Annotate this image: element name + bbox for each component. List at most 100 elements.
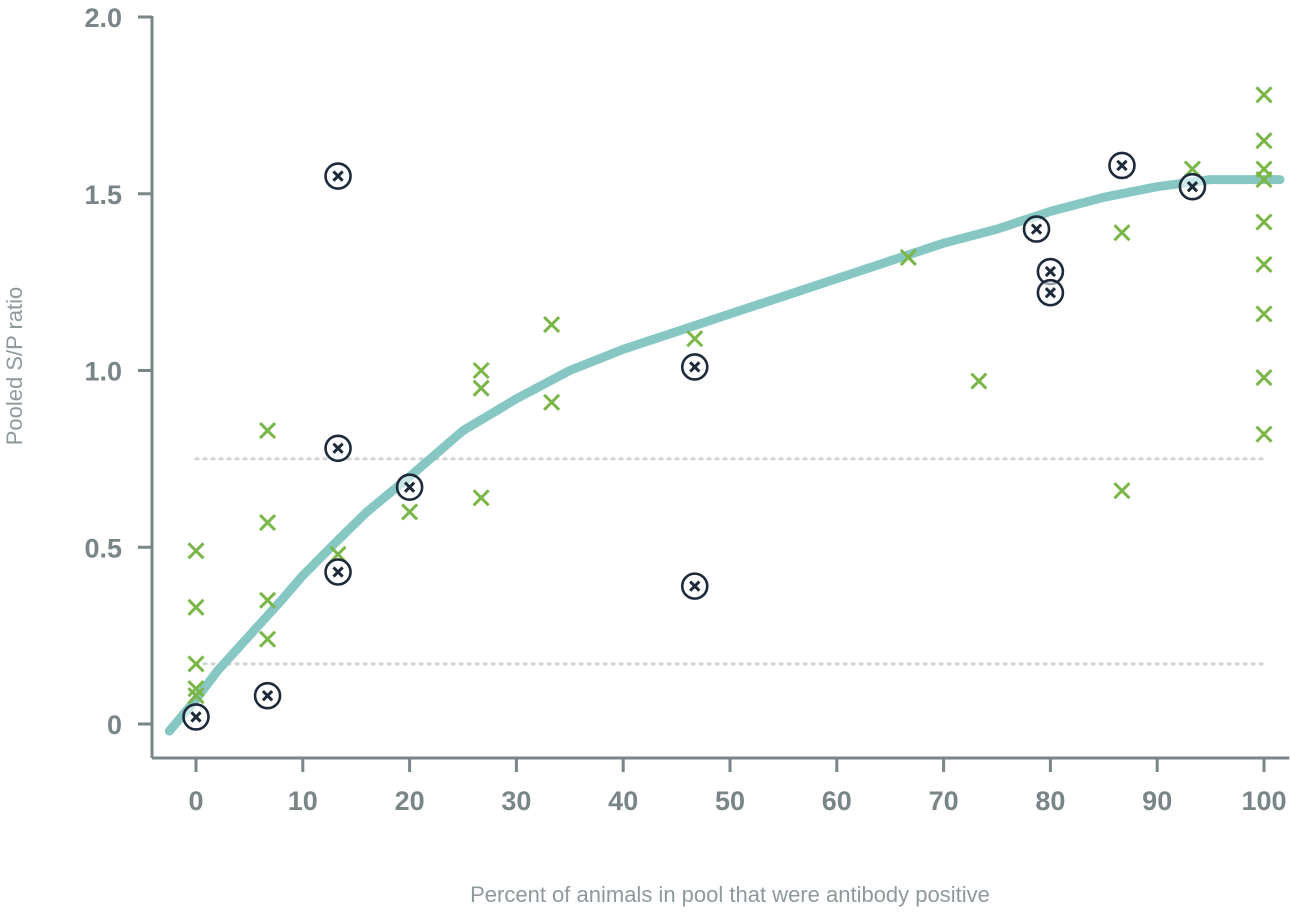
circled-point (680, 353, 709, 381)
cross-stroke (187, 542, 205, 560)
cross-point (187, 542, 205, 560)
x-tick-label: 50 (715, 786, 745, 816)
circled-point (1108, 151, 1136, 180)
cross-point (1255, 132, 1273, 150)
cross-point (1255, 425, 1273, 443)
x-tick-label: 90 (1142, 786, 1172, 816)
cross-point (472, 361, 490, 380)
cross-stroke (401, 503, 419, 521)
cross-stroke (1116, 159, 1128, 172)
x-tick-label: 20 (395, 786, 425, 816)
x-axis-title: Percent of animals in pool that were ant… (470, 882, 990, 907)
cross-point (1255, 255, 1273, 274)
fitted-curve-layer (164, 175, 1285, 736)
cross-stroke (472, 379, 490, 397)
cross-stroke (1255, 255, 1273, 274)
x-tick-label: 70 (929, 786, 959, 816)
y-ticks: 0 0.5 1.0 1.5 2.0 (84, 3, 152, 740)
cross-point (1255, 171, 1273, 189)
cross-point (472, 379, 490, 397)
cross-stroke (187, 598, 205, 616)
cross-stroke (258, 513, 277, 532)
cross-point (1255, 369, 1273, 387)
cross-point (543, 315, 561, 334)
cross-stroke (472, 489, 490, 507)
circled-point (182, 703, 210, 731)
y-tick-label: 1.5 (84, 180, 122, 210)
cross-stroke (332, 566, 344, 578)
cross-point (1113, 224, 1131, 242)
cross-stroke (1255, 132, 1273, 150)
circled-point (1036, 278, 1065, 307)
reference-lines (194, 457, 1266, 666)
x-tick-label: 80 (1035, 786, 1065, 816)
cross-stroke (1044, 287, 1057, 299)
y-axis-title: Pooled S/P ratio (2, 287, 27, 446)
axes (150, 16, 1290, 760)
cross-stroke (1044, 265, 1057, 278)
fitted-curve (164, 175, 1285, 736)
cross-point (258, 591, 277, 609)
cross-stroke (899, 248, 917, 266)
cross-stroke (403, 481, 416, 493)
cross-stroke (190, 711, 202, 723)
cross-point (258, 422, 277, 440)
cross-stroke (258, 630, 277, 648)
cross-stroke (187, 680, 205, 698)
x-tick-label: 0 (188, 786, 203, 816)
circled-point (324, 434, 352, 463)
cross-stroke (689, 580, 701, 592)
cross-stroke (1030, 223, 1043, 235)
cross-point (1113, 482, 1131, 500)
cross-stroke (543, 393, 561, 411)
x-tick-label: 30 (501, 786, 531, 816)
cross-stroke (1255, 86, 1273, 104)
cross-stroke (1255, 171, 1273, 189)
cross-point (899, 248, 917, 266)
cross-point (187, 687, 205, 705)
cross-markers (187, 86, 1273, 705)
circled-point (324, 558, 352, 586)
cross-point (543, 393, 561, 411)
cross-point (472, 489, 490, 507)
circled-point (324, 162, 352, 190)
cross-point (187, 680, 205, 698)
cross-stroke (1255, 369, 1273, 387)
cross-stroke (258, 591, 277, 609)
circled-point (1178, 172, 1207, 201)
y-tick-label: 2.0 (84, 3, 122, 33)
cross-point (686, 330, 704, 348)
circled-point (253, 681, 282, 710)
cross-stroke (1255, 213, 1273, 231)
y-tick-label: 0.5 (84, 533, 122, 563)
cross-stroke (970, 372, 988, 390)
cross-point (1255, 213, 1273, 231)
x-tick-label: 10 (288, 786, 318, 816)
circled-point (680, 572, 709, 600)
cross-stroke (187, 687, 205, 705)
circled-point (395, 473, 424, 501)
y-tick-label: 1.0 (84, 357, 122, 387)
circled-markers (182, 151, 1207, 731)
cross-point (187, 598, 205, 616)
circled-point (1036, 257, 1065, 286)
cross-point (970, 372, 988, 390)
cross-stroke (258, 422, 277, 440)
cross-point (1255, 86, 1273, 104)
x-ticks: 0 10 20 30 40 50 60 70 80 90 100 (188, 758, 1287, 816)
cross-stroke (332, 442, 344, 454)
x-tick-label: 60 (822, 786, 852, 816)
circled-point (1022, 215, 1051, 243)
x-tick-label: 100 (1241, 786, 1286, 816)
cross-stroke (472, 361, 490, 380)
cross-point (258, 630, 277, 648)
cross-point (187, 655, 205, 673)
cross-point (258, 513, 277, 532)
cross-stroke (689, 361, 701, 373)
cross-stroke (261, 690, 274, 702)
cross-stroke (1186, 181, 1199, 193)
cross-stroke (1255, 305, 1273, 323)
y-tick-label: 0 (107, 710, 122, 740)
cross-stroke (1113, 482, 1131, 500)
